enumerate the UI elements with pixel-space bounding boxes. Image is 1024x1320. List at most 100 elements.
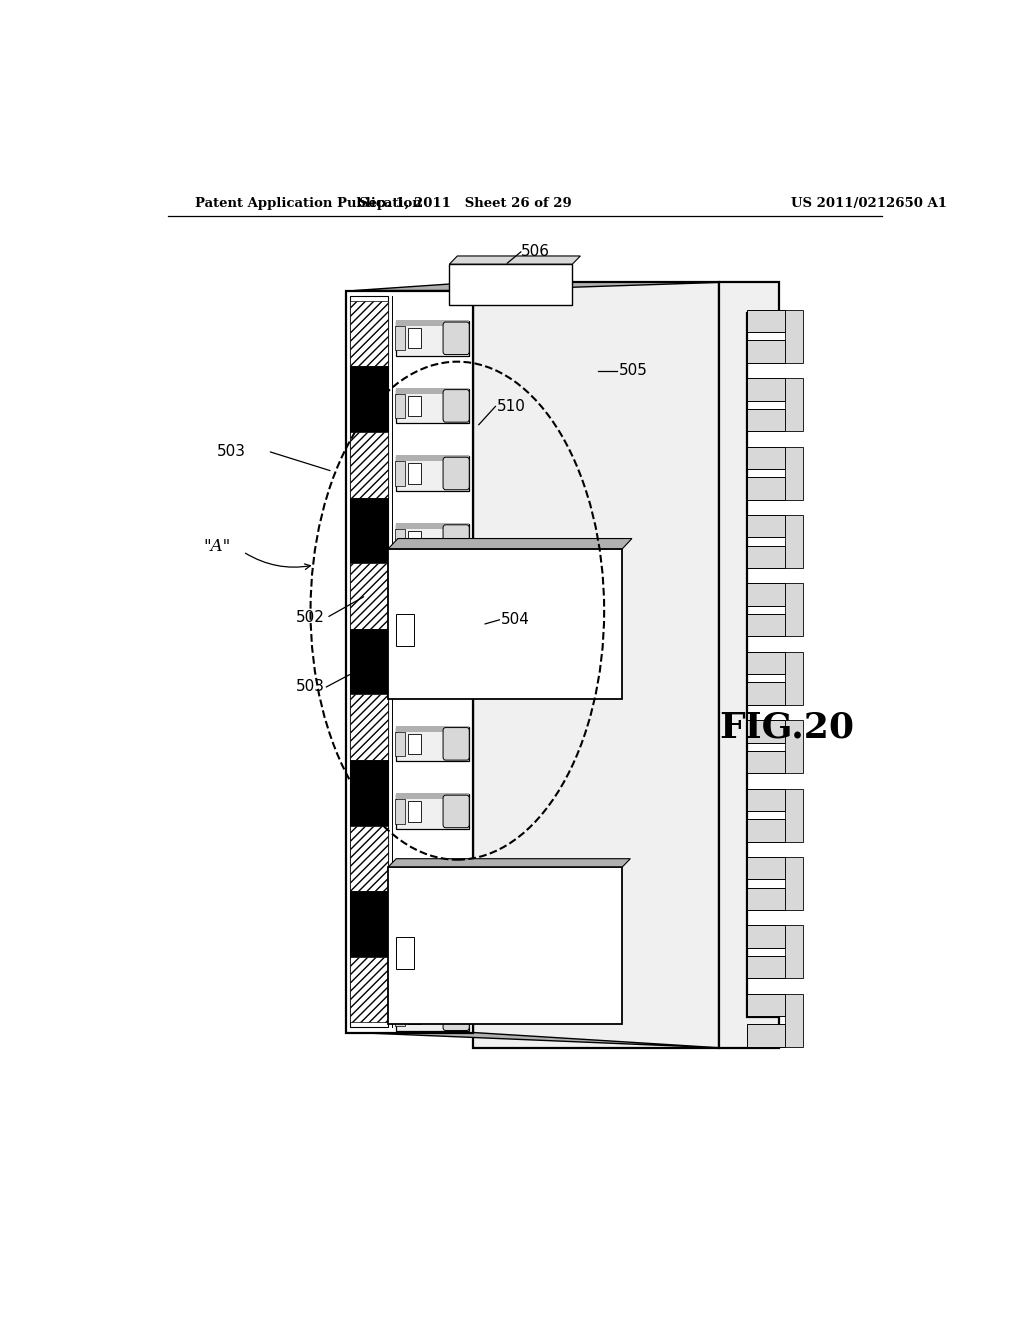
Bar bbox=[785, 857, 803, 909]
Bar bbox=[396, 657, 469, 664]
Text: Sep. 1, 2011   Sheet 26 of 29: Sep. 1, 2011 Sheet 26 of 29 bbox=[358, 197, 571, 210]
FancyBboxPatch shape bbox=[443, 457, 469, 490]
Bar bbox=[785, 515, 803, 568]
Text: 506: 506 bbox=[521, 244, 550, 260]
Bar bbox=[748, 887, 785, 909]
Bar bbox=[409, 396, 421, 416]
Bar bbox=[346, 290, 473, 1032]
Bar bbox=[396, 928, 469, 935]
Bar bbox=[396, 457, 469, 491]
Bar bbox=[396, 388, 469, 393]
Bar bbox=[388, 549, 623, 700]
Text: 510: 510 bbox=[497, 399, 526, 414]
Bar bbox=[748, 721, 785, 743]
Bar bbox=[748, 994, 785, 1016]
Bar bbox=[748, 925, 785, 948]
Polygon shape bbox=[450, 256, 581, 264]
Bar bbox=[409, 463, 421, 483]
Bar bbox=[350, 694, 388, 760]
Bar bbox=[409, 329, 421, 348]
Bar bbox=[409, 598, 421, 619]
Bar bbox=[350, 432, 388, 498]
Polygon shape bbox=[388, 539, 632, 549]
Bar bbox=[748, 341, 785, 363]
FancyBboxPatch shape bbox=[443, 795, 469, 828]
Bar bbox=[396, 795, 469, 829]
Polygon shape bbox=[388, 859, 631, 867]
Bar bbox=[396, 455, 469, 461]
Bar bbox=[409, 936, 421, 957]
Bar bbox=[396, 388, 469, 424]
Bar bbox=[395, 731, 404, 756]
Text: US 2011/0212650 A1: US 2011/0212650 A1 bbox=[791, 197, 946, 210]
Bar bbox=[395, 1002, 404, 1027]
Bar bbox=[409, 869, 421, 890]
Bar bbox=[785, 721, 803, 774]
Bar bbox=[396, 590, 469, 597]
Bar bbox=[396, 659, 469, 693]
Bar bbox=[748, 857, 785, 879]
Bar bbox=[748, 446, 785, 469]
Bar bbox=[748, 751, 785, 774]
Bar bbox=[395, 597, 404, 620]
Bar bbox=[350, 498, 388, 564]
Bar bbox=[785, 379, 803, 432]
Bar bbox=[748, 652, 785, 675]
Bar bbox=[748, 956, 785, 978]
Bar bbox=[350, 760, 388, 825]
Polygon shape bbox=[719, 282, 778, 1048]
Bar bbox=[350, 564, 388, 628]
Bar bbox=[388, 867, 623, 1024]
FancyBboxPatch shape bbox=[443, 863, 469, 895]
FancyBboxPatch shape bbox=[443, 593, 469, 624]
Bar bbox=[350, 628, 388, 694]
Bar bbox=[396, 591, 469, 626]
FancyBboxPatch shape bbox=[443, 389, 469, 422]
Bar bbox=[396, 995, 469, 1002]
Bar bbox=[395, 461, 404, 486]
Polygon shape bbox=[354, 1032, 719, 1048]
Text: FIG.20: FIG.20 bbox=[719, 710, 854, 744]
Bar bbox=[395, 664, 404, 689]
Bar bbox=[450, 264, 572, 305]
Bar bbox=[785, 310, 803, 363]
Bar bbox=[396, 929, 469, 964]
Polygon shape bbox=[354, 282, 719, 290]
Bar bbox=[748, 583, 785, 606]
Bar bbox=[350, 825, 388, 891]
Bar bbox=[748, 379, 785, 400]
Bar bbox=[748, 545, 785, 568]
Bar bbox=[396, 321, 469, 355]
Bar bbox=[473, 282, 719, 1048]
Bar bbox=[396, 937, 414, 969]
Text: 505: 505 bbox=[618, 363, 647, 379]
Bar bbox=[350, 296, 388, 1027]
Bar bbox=[395, 393, 404, 418]
Text: 504: 504 bbox=[501, 612, 529, 627]
Bar bbox=[785, 994, 803, 1047]
Bar bbox=[350, 957, 388, 1022]
Bar bbox=[395, 326, 404, 351]
Bar bbox=[396, 319, 469, 326]
Bar bbox=[748, 477, 785, 499]
Text: Patent Application Publication: Patent Application Publication bbox=[196, 197, 422, 210]
Bar bbox=[395, 867, 404, 891]
Bar bbox=[395, 935, 404, 958]
Bar bbox=[785, 925, 803, 978]
Bar bbox=[350, 367, 388, 432]
Bar bbox=[396, 726, 469, 731]
Bar bbox=[396, 614, 414, 647]
Bar bbox=[409, 667, 421, 686]
Bar bbox=[748, 788, 785, 810]
Bar bbox=[395, 529, 404, 553]
Bar bbox=[748, 1024, 785, 1047]
Bar bbox=[396, 793, 469, 799]
Bar bbox=[396, 997, 469, 1031]
Bar bbox=[396, 726, 469, 762]
Bar bbox=[395, 799, 404, 824]
Bar bbox=[409, 734, 421, 754]
Bar bbox=[748, 614, 785, 636]
Text: 503: 503 bbox=[216, 444, 246, 458]
FancyBboxPatch shape bbox=[443, 322, 469, 355]
FancyBboxPatch shape bbox=[443, 660, 469, 693]
